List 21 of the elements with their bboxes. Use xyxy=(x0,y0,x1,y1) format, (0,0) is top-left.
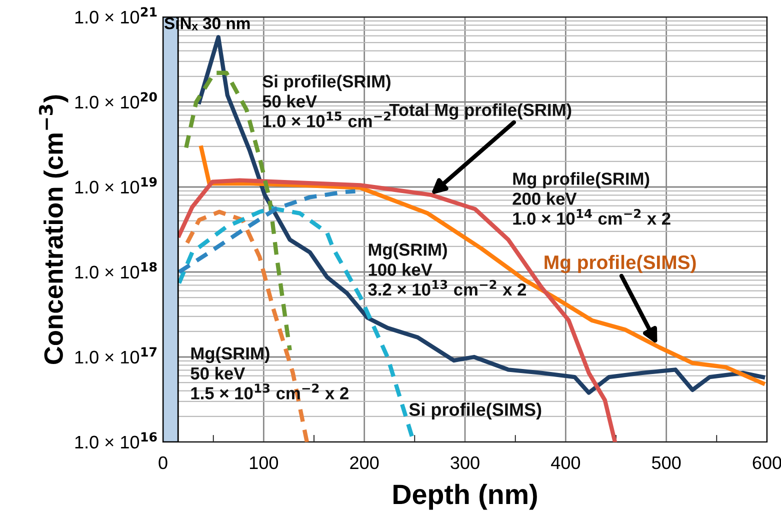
x-tick-label: 100 xyxy=(250,456,278,470)
annotation: Si profile(SIMS) xyxy=(409,402,542,420)
y-tick-label: 1.0 × 10$^{21}$ xyxy=(75,7,157,24)
annotation: Mg profile(SIMS) xyxy=(544,254,696,274)
line-series xyxy=(177,189,358,274)
x-tick-label: 600 xyxy=(752,456,781,470)
y-tick-label: 1.0 × 10$^{18}$ xyxy=(75,262,157,279)
y-tick-label: 1.0 × 10$^{19}$ xyxy=(75,177,157,194)
x-tick-label: 0 xyxy=(158,456,168,470)
x-tick-label: 200 xyxy=(350,456,379,470)
annotation: Mg(SRIM) 100 keV 3.2 × 10$^{13}$ cm$^{−2}$ x 2 xyxy=(368,243,526,296)
x-tick-label: 400 xyxy=(551,456,580,470)
x-tick-label: 500 xyxy=(652,456,681,470)
annotation: Total Mg profile(SRIM) xyxy=(389,103,572,120)
y-tick-label: 1.0 × 10$^{20}$ xyxy=(75,92,157,109)
y-axis-title: Concentration (cm$^{−3}$) xyxy=(38,95,68,364)
x-tick-label: 300 xyxy=(450,456,480,470)
y-tick-label: 1.0 × 10$^{16}$ xyxy=(75,432,157,449)
x-axis-title: Depth (nm) xyxy=(394,484,537,510)
annotation: Mg profile(SRIM) 200 keV 1.0 × 10$^{14}$ cm$^{−2}$ x 2 xyxy=(512,172,670,225)
y-tick-label: 1.0 × 10$^{17}$ xyxy=(75,347,157,364)
